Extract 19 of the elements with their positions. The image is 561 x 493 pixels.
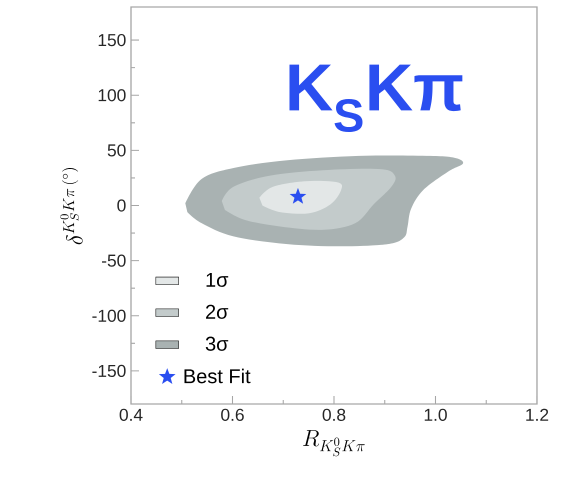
x-tick-label: 0.4: [120, 408, 143, 421]
text: K$_{S}$Kπ: [289, 64, 462, 132]
x-tick-label: 1.2: [526, 408, 548, 421]
y-tick-label: 0: [117, 199, 126, 212]
y-tick-label: 150: [98, 34, 126, 46]
y-tick-label: -150: [92, 364, 126, 378]
x-tick-label: 0.8: [322, 408, 346, 421]
y-tick-label: -50: [102, 254, 126, 267]
legend-label: 3σ: [206, 336, 228, 351]
y-axis-title: $\delta^{K^{0}_{S}K\pi\,(^{\circ})}$: [60, 168, 83, 244]
x-tick-label: 0.6: [221, 408, 244, 421]
y-tick-label: 50: [108, 144, 126, 156]
x-tick-label: 1.0: [424, 408, 447, 421]
legend-label: Best Fit: [184, 368, 250, 384]
legend-label: 1σ: [206, 272, 228, 287]
y-tick-label: 100: [98, 89, 126, 102]
x-axis-title: $R_{K^{0}_{S}K\pi}$: [303, 430, 365, 456]
legend-label: 2σ: [206, 304, 228, 319]
y-tick-label: -100: [92, 310, 126, 322]
